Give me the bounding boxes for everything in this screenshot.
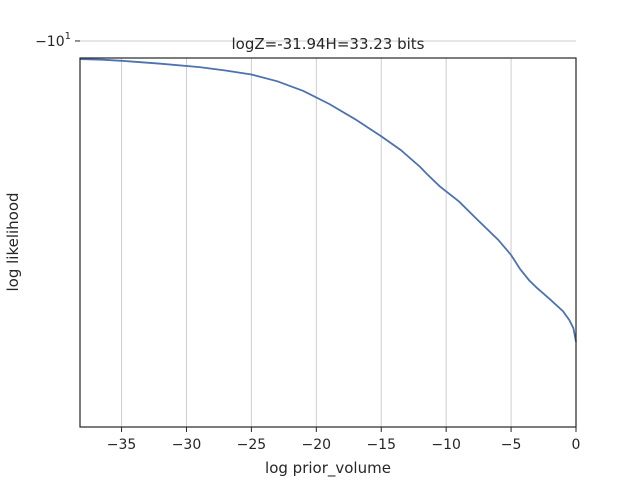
x-tick-label: −10 xyxy=(431,437,461,453)
plot-frame xyxy=(79,57,577,428)
x-tick-label: −5 xyxy=(501,437,522,453)
x-tick-label: −30 xyxy=(172,437,202,453)
chart-title: logZ=-31.94H=33.23 bits xyxy=(231,35,424,53)
y-tick-label: −101 xyxy=(35,31,71,50)
plot-background xyxy=(80,58,576,427)
y-axis-label: log likelihood xyxy=(4,192,22,291)
x-axis: −35 −30 −25 −20 −15 −10 −5 0 xyxy=(107,427,581,453)
y-axis: −101−102−103−104−105 xyxy=(35,31,80,50)
x-tick-label: −35 xyxy=(107,437,137,453)
series-line xyxy=(79,58,577,342)
x-tick-label: −15 xyxy=(366,437,396,453)
x-axis-label: log prior_volume xyxy=(265,459,391,478)
x-tick-label: −25 xyxy=(237,437,267,453)
x-tick-label: −20 xyxy=(302,437,332,453)
x-tick-label: 0 xyxy=(572,437,581,453)
